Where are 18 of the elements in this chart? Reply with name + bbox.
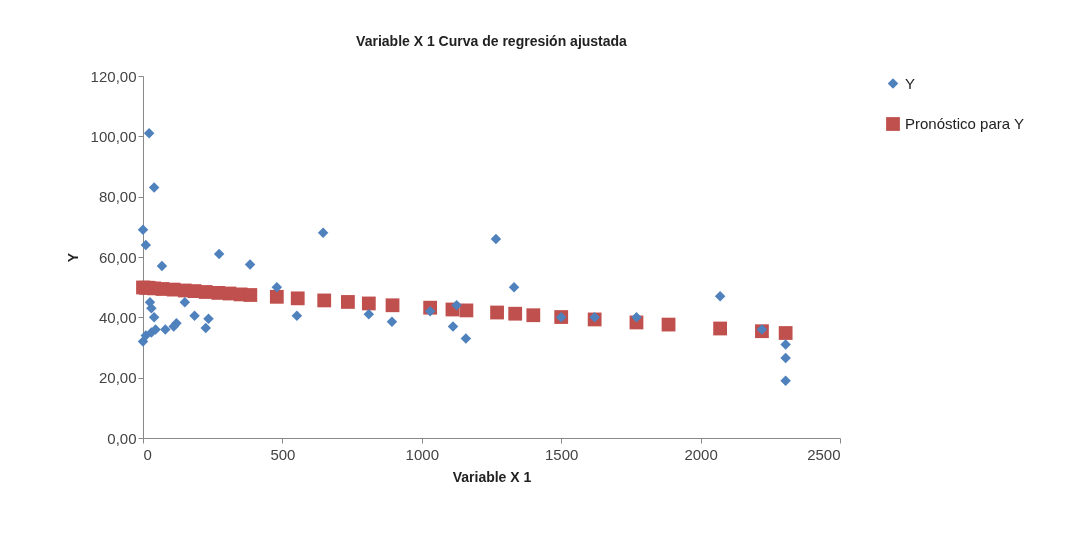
legend-label: Y: [905, 74, 916, 92]
x-axis-title: Variable X 1: [452, 468, 532, 485]
x-tick-label: 0: [143, 445, 152, 463]
y-tick-label: 20,00: [98, 369, 137, 387]
y-tick-label: 100,00: [90, 127, 137, 145]
y-tick-label: 0,00: [107, 429, 137, 447]
x-tick-label: 2500: [807, 445, 841, 463]
y-tick-label: 120,00: [90, 67, 137, 85]
y-tick-label: 40,00: [98, 308, 137, 326]
y-tick-label: 80,00: [98, 188, 137, 206]
x-tick-label: 2000: [684, 445, 718, 463]
x-tick-label: 1500: [545, 445, 579, 463]
x-tick-label: 500: [270, 445, 296, 463]
y-axis-title: Y: [64, 252, 81, 263]
chart-title: Variable X 1 Curva de regresión ajustada: [356, 33, 628, 49]
y-tick-label: 60,00: [98, 248, 137, 266]
legend-label: Pronóstico para Y: [905, 115, 1024, 132]
x-tick-label: 1000: [405, 445, 439, 463]
